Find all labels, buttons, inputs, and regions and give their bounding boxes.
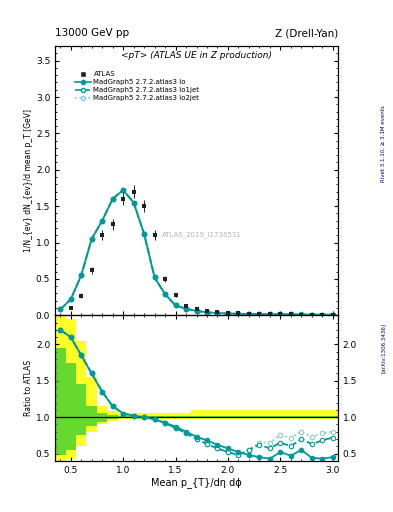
Text: <pT> (ATLAS UE in Z production): <pT> (ATLAS UE in Z production): [121, 52, 272, 60]
Text: Rivet 3.1.10, ≥ 3.1M events: Rivet 3.1.10, ≥ 3.1M events: [381, 105, 386, 182]
Y-axis label: Ratio to ATLAS: Ratio to ATLAS: [24, 360, 33, 416]
Text: ATLAS_2019_I1736531: ATLAS_2019_I1736531: [162, 231, 242, 238]
Text: Z (Drell-Yan): Z (Drell-Yan): [275, 28, 338, 38]
X-axis label: Mean p_{T}/dη dϕ: Mean p_{T}/dη dϕ: [151, 477, 242, 488]
Y-axis label: 1/N_{ev} dN_{ev}/d mean p_T [GeV]: 1/N_{ev} dN_{ev}/d mean p_T [GeV]: [24, 109, 33, 252]
Text: 13000 GeV pp: 13000 GeV pp: [55, 28, 129, 38]
Legend: ATLAS, MadGraph5 2.7.2.atlas3 lo, MadGraph5 2.7.2.atlas3 lo1jet, MadGraph5 2.7.2: ATLAS, MadGraph5 2.7.2.atlas3 lo, MadGra…: [73, 69, 202, 104]
Text: [arXiv:1306.3436]: [arXiv:1306.3436]: [381, 323, 386, 373]
